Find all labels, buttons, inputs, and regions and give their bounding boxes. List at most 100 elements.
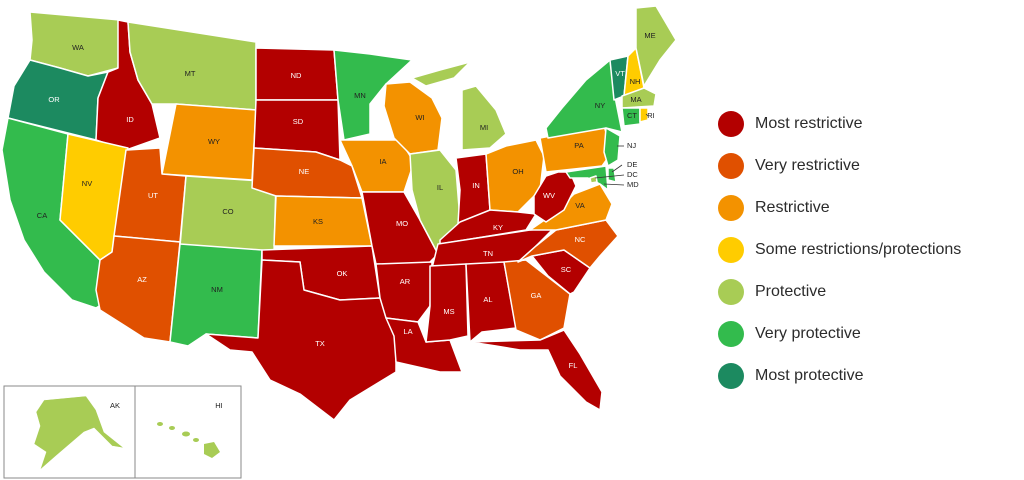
legend-label: Most protective	[755, 367, 864, 384]
state-label-dc: DC	[627, 170, 638, 179]
state-fl[interactable]	[469, 329, 603, 411]
legend-item-protective: Protective	[718, 271, 1018, 313]
state-ne[interactable]	[251, 147, 363, 199]
legend-label: Very protective	[755, 325, 861, 342]
state-ny[interactable]	[545, 59, 623, 139]
state-label-ri: RI	[647, 111, 655, 120]
state-label-nm: NM	[211, 285, 223, 294]
legend-item-restrictive: Restrictive	[718, 187, 1018, 229]
state-label-al: AL	[483, 295, 492, 304]
state-label-mn: MN	[354, 91, 366, 100]
state-label-ga: GA	[531, 291, 542, 300]
state-nc[interactable]	[517, 219, 619, 269]
state-hi[interactable]	[157, 422, 220, 458]
legend-swatch	[718, 111, 744, 137]
state-label-co: CO	[222, 207, 233, 216]
state-label-nc: NC	[575, 235, 586, 244]
state-mo[interactable]	[361, 191, 439, 267]
legend-item-most-restrictive: Most restrictive	[718, 103, 1018, 145]
legend-swatch	[718, 237, 744, 263]
state-label-ak: AK	[110, 401, 120, 410]
state-label-ky: KY	[493, 223, 503, 232]
state-label-md: MD	[627, 180, 639, 189]
legend-item-some-restrictions: Some restrictions/protections	[718, 229, 1018, 271]
state-tx[interactable]	[205, 259, 397, 421]
state-label-de: DE	[627, 160, 637, 169]
state-md[interactable]	[565, 165, 609, 191]
state-la[interactable]	[385, 317, 463, 373]
state-label-id: ID	[126, 115, 134, 124]
state-label-ny: NY	[595, 101, 605, 110]
state-label-ia: IA	[379, 157, 386, 166]
state-label-ma: MA	[630, 95, 641, 104]
state-label-oh: OH	[512, 167, 523, 176]
state-label-vt: VT	[615, 69, 625, 78]
legend-swatch	[718, 153, 744, 179]
state-label-ok: OK	[337, 269, 348, 278]
state-label-nd: ND	[291, 71, 302, 80]
legend-label: Restrictive	[755, 199, 830, 216]
state-label-az: AZ	[137, 275, 147, 284]
state-label-nv: NV	[82, 179, 92, 188]
state-label-mo: MO	[396, 219, 408, 228]
legend-label: Some restrictions/protections	[755, 241, 962, 258]
state-label-ct: CT	[627, 111, 637, 120]
state-mn[interactable]	[333, 49, 413, 141]
state-nm[interactable]	[169, 243, 263, 347]
state-mi[interactable]	[411, 61, 507, 151]
state-ga[interactable]	[503, 259, 571, 341]
legend-label: Protective	[755, 283, 827, 300]
state-label-ks: KS	[313, 217, 323, 226]
state-al[interactable]	[465, 261, 517, 343]
state-ms[interactable]	[425, 263, 469, 343]
state-label-pa: PA	[574, 141, 583, 150]
state-label-tx: TX	[315, 339, 325, 348]
state-dc[interactable]	[589, 175, 598, 184]
state-me[interactable]	[635, 5, 677, 87]
legend-label: Most restrictive	[755, 115, 863, 132]
state-label-nh: NH	[630, 77, 641, 86]
state-label-wv: WV	[543, 191, 555, 200]
legend-label: Very restrictive	[755, 157, 860, 174]
state-label-mt: MT	[185, 69, 196, 78]
legend-swatch	[718, 321, 744, 347]
state-label-hi: HI	[215, 401, 223, 410]
state-label-sc: SC	[561, 265, 572, 274]
legend-item-most-protective: Most protective	[718, 355, 1018, 397]
legend-swatch	[718, 279, 744, 305]
state-label-ar: AR	[400, 277, 411, 286]
state-label-ut: UT	[148, 191, 158, 200]
state-label-la: LA	[403, 327, 412, 336]
callout-leaders	[594, 113, 649, 186]
state-label-ne: NE	[299, 167, 309, 176]
state-nj[interactable]	[603, 127, 621, 167]
state-label-fl: FL	[569, 361, 578, 370]
state-label-ms: MS	[443, 307, 454, 316]
state-ri[interactable]	[639, 107, 649, 123]
state-label-ca: CA	[37, 211, 47, 220]
us-map: WA OR CA ID NV MT WY UT AZ CO NM ND SD NE KS OK TX MN IA MO…	[1, 5, 677, 479]
state-wv[interactable]	[533, 171, 577, 223]
state-ak[interactable]	[33, 395, 125, 471]
state-label-tn: TN	[483, 249, 493, 258]
state-label-wy: WY	[208, 137, 220, 146]
state-mt[interactable]	[127, 21, 257, 111]
state-label-in: IN	[472, 181, 480, 190]
state-label-sd: SD	[293, 117, 304, 126]
state-label-il: IL	[437, 183, 443, 192]
state-label-nj: NJ	[627, 141, 636, 150]
legend-swatch	[718, 363, 744, 389]
state-label-wa: WA	[72, 43, 84, 52]
legend-item-very-protective: Very protective	[718, 313, 1018, 355]
state-ma[interactable]	[621, 87, 657, 109]
state-label-va: VA	[575, 201, 584, 210]
state-de[interactable]	[607, 167, 617, 183]
state-ct[interactable]	[621, 107, 641, 127]
state-label-me: ME	[644, 31, 655, 40]
state-label-or: OR	[48, 95, 60, 104]
state-label-wi: WI	[415, 113, 424, 122]
legend-item-very-restrictive: Very restrictive	[718, 145, 1018, 187]
state-ar[interactable]	[375, 261, 433, 323]
legend-swatch	[718, 195, 744, 221]
state-label-mi: MI	[480, 123, 488, 132]
